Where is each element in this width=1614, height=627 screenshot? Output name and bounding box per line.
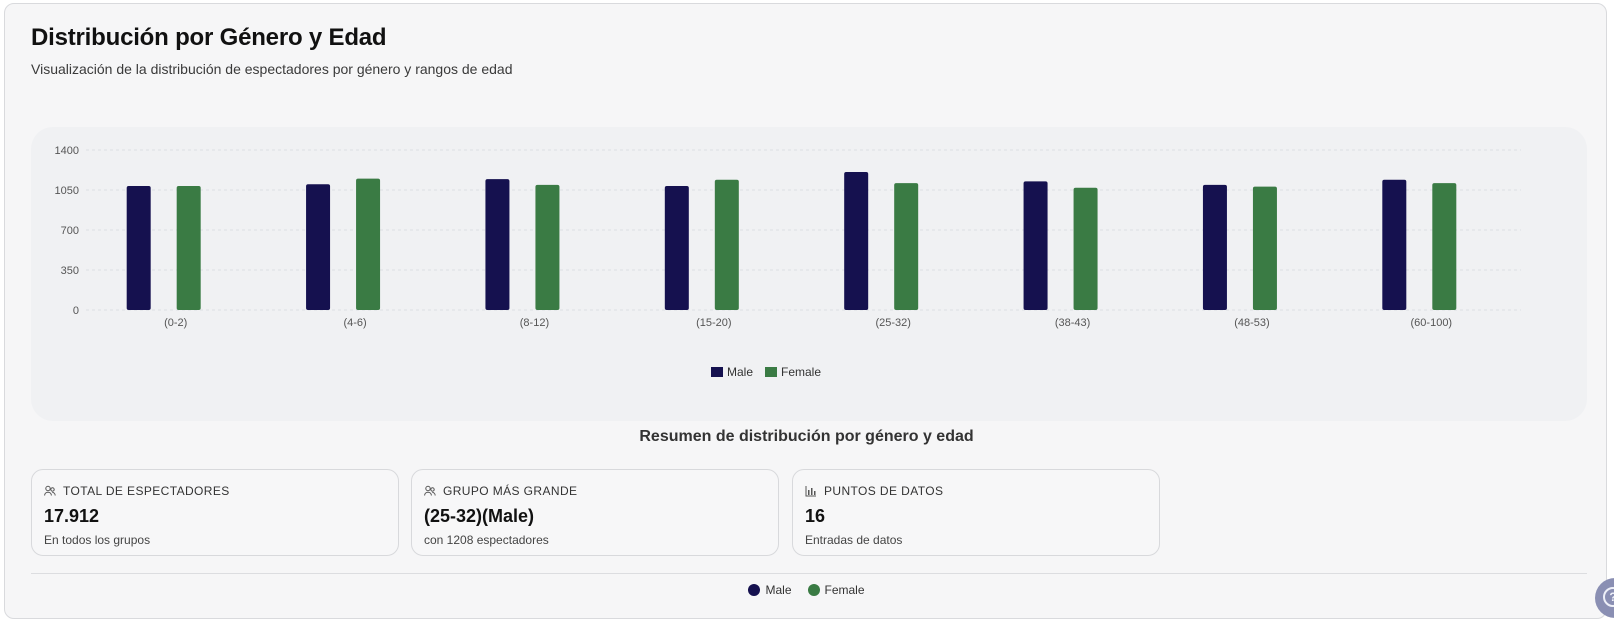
y-tick-label: 1050 (55, 185, 79, 197)
y-tick-label: 350 (61, 265, 79, 277)
distribution-card: Distribución por Género y Edad Visualiza… (4, 3, 1614, 619)
stat-value: 17.912 (44, 506, 100, 526)
stat-label: TOTAL DE ESPECTADORES (63, 484, 230, 498)
legend-label-male: Male (727, 365, 753, 379)
legend-label-female: Female (781, 365, 821, 379)
bar-male-5 (1023, 181, 1048, 310)
users-icon (44, 485, 56, 496)
legend-swatch-male (711, 367, 723, 377)
bar-chart-icon (805, 486, 816, 497)
bar-male-3 (664, 186, 689, 310)
stat-description: Entradas de datos (805, 533, 903, 547)
stat-description: En todos los grupos (44, 533, 151, 547)
bar-male-0 (126, 186, 151, 310)
bar-female-6 (1252, 186, 1277, 310)
x-tick-label: (60-100) (1411, 317, 1453, 329)
x-tick-label: (4-6) (343, 317, 366, 329)
bar-male-4 (844, 171, 869, 310)
x-tick-label: (48-53) (1234, 317, 1269, 329)
legend-label: Female (824, 583, 865, 597)
stat-card-total: TOTAL DE ESPECTADORES 17.912 En todos lo… (31, 469, 399, 556)
chart-panel: 0 350 700 1050 1400 (0-2) (4-6) (8-12) (15-20) (2… (31, 127, 1587, 421)
stat-value: 16 (805, 506, 826, 526)
stat-value: (25-32)(Male) (424, 506, 535, 526)
y-tick-label: 0 (73, 305, 79, 317)
page-subtitle: Visualización de la distribución de espe… (31, 61, 513, 77)
x-tick-label: (25-32) (875, 317, 910, 329)
male-dot-icon (748, 584, 761, 596)
help-button[interactable]: ? (1595, 578, 1614, 618)
legend-swatch-female (765, 367, 777, 377)
x-tick-label: (38-43) (1055, 317, 1090, 329)
legend-label: Male (765, 583, 792, 597)
bar-male-1 (306, 184, 331, 310)
bar-female-3 (714, 179, 739, 310)
y-tick-label: 700 (61, 225, 79, 237)
stat-card-data-points: PUNTOS DE DATOS 16 Entradas de datos (792, 469, 1160, 556)
stat-label: GRUPO MÁS GRANDE (443, 484, 578, 498)
x-tick-label: (8-12) (520, 317, 549, 329)
divider (31, 573, 1587, 574)
bar-female-7 (1432, 183, 1457, 310)
legend-item-female[interactable]: Female (807, 583, 865, 597)
users-icon (424, 485, 436, 496)
bar-female-0 (176, 186, 201, 310)
help-icon: ? (1603, 587, 1614, 607)
bar-male-6 (1202, 184, 1227, 310)
bar-female-2 (535, 184, 560, 310)
bar-male-2 (485, 179, 510, 310)
bar-female-5 (1073, 187, 1098, 310)
bar-male-7 (1382, 179, 1407, 310)
summary-title: Resumen de distribución por género y eda… (639, 428, 974, 445)
stat-description: con 1208 espectadores (424, 533, 549, 547)
bar-female-4 (894, 183, 919, 310)
stat-label: PUNTOS DE DATOS (824, 484, 944, 498)
stat-card-largest-group: GRUPO MÁS GRANDE (25-32)(Male) con 1208 … (411, 469, 779, 556)
x-tick-label: (15-20) (696, 317, 731, 329)
legend-item-male[interactable]: Male (748, 583, 792, 597)
bottom-legend: Male Female (5, 583, 1608, 597)
bar-chart: 0 350 700 1050 1400 (0-2) (4-6) (8-12) (15-20) (2… (55, 145, 1521, 379)
x-tick-label: (0-2) (164, 317, 187, 329)
y-tick-label: 1400 (55, 145, 79, 157)
bar-female-1 (356, 178, 381, 310)
page-title: Distribución por Género y Edad (31, 24, 387, 51)
female-dot-icon (807, 584, 820, 596)
